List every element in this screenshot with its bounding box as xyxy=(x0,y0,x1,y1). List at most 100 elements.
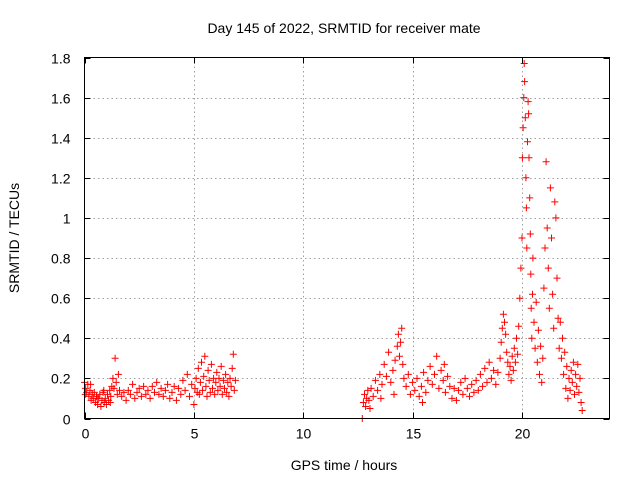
data-point xyxy=(231,376,239,384)
data-point xyxy=(198,358,205,366)
data-point xyxy=(211,390,219,398)
data-point xyxy=(424,376,432,384)
data-point xyxy=(470,388,478,396)
data-point xyxy=(556,318,564,326)
data-point xyxy=(522,174,530,182)
data-point xyxy=(199,386,207,394)
data-point xyxy=(204,366,212,374)
data-point xyxy=(385,348,393,356)
data-point xyxy=(142,390,150,398)
data-point xyxy=(540,284,548,292)
data-point xyxy=(81,390,89,398)
data-point xyxy=(551,198,559,206)
y-tick-label: 0.6 xyxy=(51,291,71,307)
data-point xyxy=(172,396,180,404)
data-point xyxy=(222,370,230,378)
data-point xyxy=(483,378,491,386)
data-point xyxy=(206,388,214,396)
data-point xyxy=(153,378,161,386)
data-point xyxy=(528,334,536,342)
data-point xyxy=(490,366,498,374)
data-point xyxy=(107,392,115,400)
data-point xyxy=(496,354,504,362)
data-point xyxy=(522,204,530,212)
data-point xyxy=(226,374,234,382)
data-point xyxy=(497,338,505,346)
data-point xyxy=(466,392,473,400)
data-point xyxy=(391,356,399,364)
data-point xyxy=(524,98,532,106)
data-point xyxy=(544,264,552,272)
data-point xyxy=(560,370,568,378)
data-point xyxy=(548,234,555,242)
data-point xyxy=(463,384,471,392)
data-point xyxy=(575,388,583,396)
data-point xyxy=(566,386,574,394)
data-point xyxy=(431,370,438,378)
data-point xyxy=(527,304,535,312)
data-point xyxy=(411,386,419,394)
data-point xyxy=(476,370,484,378)
data-point xyxy=(201,352,209,360)
data-point xyxy=(428,380,436,388)
x-tick-labels: 0 5 10 15 20 xyxy=(82,426,531,442)
data-point xyxy=(572,370,580,378)
data-point xyxy=(118,392,126,400)
data-point xyxy=(526,230,534,238)
data-point xyxy=(507,376,515,384)
data-point xyxy=(513,334,520,342)
data-point xyxy=(380,360,388,368)
data-point xyxy=(398,324,406,332)
data-point xyxy=(568,378,576,386)
data-point xyxy=(577,399,585,406)
data-point xyxy=(362,403,370,410)
data-point xyxy=(468,380,476,388)
data-point xyxy=(545,304,553,312)
data-point xyxy=(397,338,405,346)
data-point xyxy=(390,390,398,398)
data-point xyxy=(393,342,401,350)
data-point xyxy=(435,384,443,392)
data-point xyxy=(378,380,386,388)
data-point xyxy=(481,364,489,372)
data-point xyxy=(202,382,210,390)
data-point xyxy=(492,380,500,388)
x-tick-label: 15 xyxy=(406,426,422,442)
data-point xyxy=(109,374,117,382)
data-point xyxy=(519,124,527,132)
data-point xyxy=(112,378,120,386)
data-point xyxy=(140,382,148,390)
data-point xyxy=(505,370,513,378)
data-point xyxy=(365,396,373,404)
data-point xyxy=(557,354,565,362)
data-point xyxy=(509,366,517,374)
data-point xyxy=(422,388,430,396)
data-point xyxy=(214,386,222,394)
data-point xyxy=(502,330,510,338)
x-axis-label: GPS time / hours xyxy=(291,457,398,473)
data-point xyxy=(161,386,169,394)
data-point xyxy=(116,386,123,394)
data-point xyxy=(97,403,105,410)
data-point xyxy=(520,60,528,67)
data-point xyxy=(415,392,423,400)
data-point xyxy=(573,382,581,390)
data-point xyxy=(550,324,558,332)
x-tick-label: 0 xyxy=(82,426,90,442)
data-point xyxy=(525,110,533,118)
data-point xyxy=(203,392,211,400)
data-point xyxy=(387,378,395,386)
data-point xyxy=(533,358,541,366)
data-point xyxy=(506,362,514,370)
data-point xyxy=(567,366,575,374)
data-point xyxy=(527,270,535,278)
data-point xyxy=(209,384,216,392)
data-point xyxy=(485,358,493,366)
data-point xyxy=(192,374,200,382)
data-point xyxy=(196,378,204,386)
y-tick-label: 0 xyxy=(63,412,71,428)
data-point xyxy=(361,390,368,398)
y-tick-labels: 0 0.2 0.4 0.6 0.8 1 1.2 1.4 1.6 1.8 xyxy=(51,51,71,428)
data-point xyxy=(110,384,118,392)
